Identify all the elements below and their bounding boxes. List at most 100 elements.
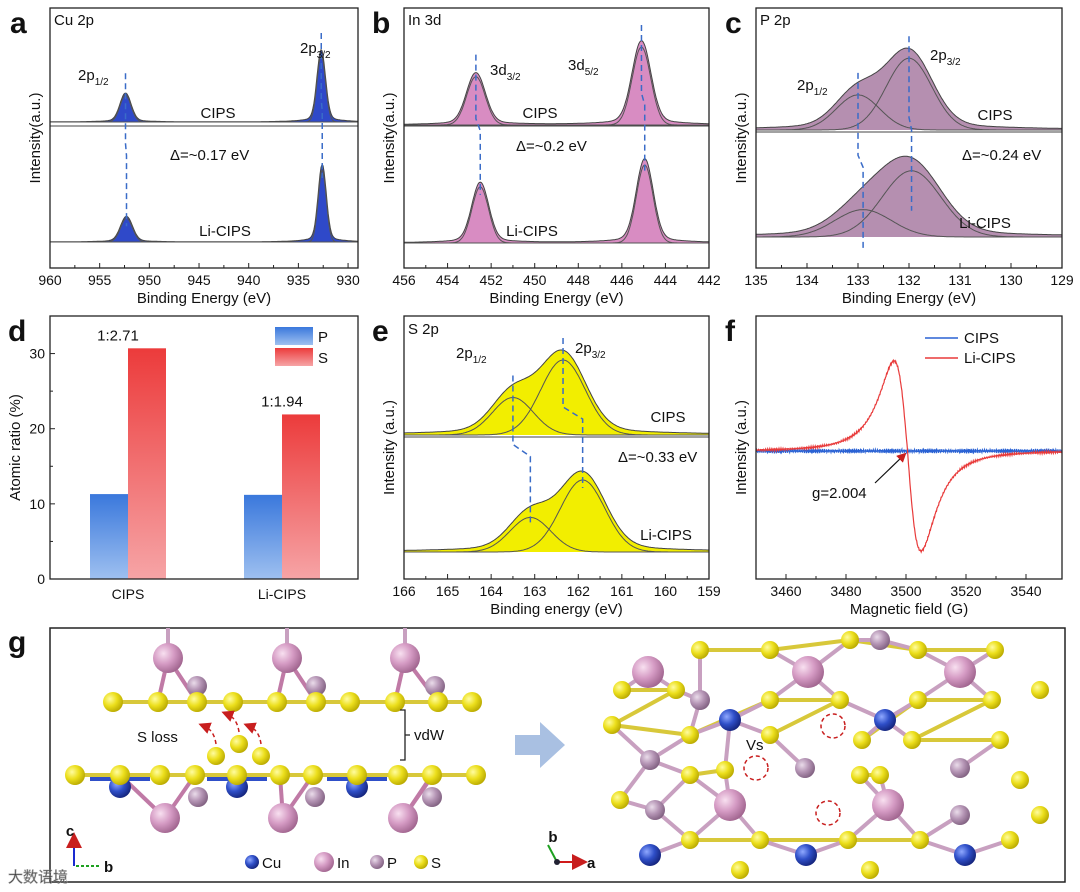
atom-S — [187, 692, 207, 712]
plot-bg-a — [50, 8, 358, 268]
panel-title-e: S 2p — [408, 321, 439, 338]
x-tick-label-e: 163 — [523, 583, 547, 599]
x-axis-label-c: Binding Energy (eV) — [842, 290, 976, 307]
atom-S — [839, 831, 857, 849]
legend-label-Li-CIPS: Li-CIPS — [964, 350, 1016, 367]
legend-label-S: S — [431, 855, 441, 872]
atom-P — [188, 787, 208, 807]
spectrum-envelope-Li-CIPS — [404, 158, 709, 243]
atom-S — [1001, 831, 1019, 849]
x-tick-label-c: 134 — [795, 272, 819, 288]
atom-In — [944, 656, 976, 688]
atom-S — [613, 681, 631, 699]
x-tick-label-b: 450 — [523, 272, 547, 288]
panel-g-structure: S loss vdW c b Cu In P S 大数语境 Vs b a — [8, 627, 1066, 886]
atom-S — [667, 681, 685, 699]
x-tick-label-c: 129 — [1050, 272, 1074, 288]
atom-P — [370, 855, 384, 869]
peak-shift-dashed-line — [475, 54, 481, 195]
bond — [611, 723, 691, 737]
legend-label-P: P — [387, 855, 397, 872]
spectrum-fill-Li-CIPS — [756, 156, 1062, 237]
peak-label-b-0-sub: 3/2 — [507, 72, 521, 83]
atom-S — [831, 691, 849, 709]
peak-label-e-0-main: 2p — [456, 345, 473, 362]
x-category-label: CIPS — [112, 586, 145, 602]
x-tick-label-b: 448 — [567, 272, 591, 288]
atom-Cu — [245, 855, 259, 869]
x-tick-label-f: 3480 — [830, 583, 861, 599]
x-tick-label-e: 162 — [567, 583, 591, 599]
atom-S — [306, 692, 326, 712]
y-axis-label-d: Atomic ratio (%) — [7, 394, 24, 501]
x-tick-label-e: 160 — [654, 583, 678, 599]
plot-frame-d — [49, 315, 359, 580]
atom-In — [388, 803, 418, 833]
spectrum-envelope-Li-CIPS — [756, 155, 1063, 236]
atom-S — [65, 765, 85, 785]
atom-S — [267, 692, 287, 712]
y-axis-label-c: Intensity(a.u.) — [733, 93, 750, 184]
component-peak-CIPS-1 — [404, 46, 709, 126]
legend-swatch-S — [275, 348, 313, 366]
atom-In — [872, 789, 904, 821]
atom-In — [632, 656, 664, 688]
atom-S — [611, 791, 629, 809]
x-tick-label-a: 930 — [336, 272, 360, 288]
sample-label-Li-CIPS: Li-CIPS — [506, 223, 558, 240]
atom-P — [950, 758, 970, 778]
atom-S — [388, 765, 408, 785]
atom-S — [751, 831, 769, 849]
atom-S — [207, 747, 225, 765]
atom-P — [422, 787, 442, 807]
shift-annotation-e: Δ=~0.33 eV — [618, 449, 697, 466]
atom-P — [950, 805, 970, 825]
bond — [769, 698, 841, 737]
legend-label-In: In — [337, 855, 350, 872]
atom-Cu — [795, 844, 817, 866]
plot-frame-a — [49, 7, 359, 269]
atom-S — [681, 831, 699, 849]
atom-S — [466, 765, 486, 785]
atom-S — [991, 731, 1009, 749]
peak-label-c-0-sub: 1/2 — [814, 87, 828, 98]
x-tick-label-c: 135 — [744, 272, 768, 288]
sulfur-vacancy-marker — [743, 755, 769, 781]
y-axis-label-a: Intensity(a.u.) — [27, 93, 44, 184]
atom-S — [761, 726, 779, 744]
epr-trace-Li-CIPS — [755, 358, 1063, 554]
x-tick-label-f: 3520 — [950, 583, 981, 599]
y-tick-label-d: 20 — [29, 421, 45, 437]
atom-S — [422, 765, 442, 785]
peak-label-e-0: 2p1/2 — [456, 345, 487, 366]
component-peak-Li-CIPS-1 — [50, 169, 358, 243]
x-tick-label-e: 166 — [392, 583, 416, 599]
s-loss-arrow — [221, 710, 240, 733]
x-tick-label-b: 446 — [610, 272, 634, 288]
atom-S — [462, 692, 482, 712]
peak-label-b-0: 3d3/2 — [490, 62, 521, 83]
axis-b-label: b — [104, 859, 113, 876]
panel-d: 1:2.71 CIPS 1:1.94 Li-CIPS 0 10 20 30 Atomic rat… — [7, 315, 359, 602]
component-peak-Li-CIPS-1 — [756, 170, 1062, 238]
atom-S — [861, 861, 879, 879]
axis-c-label: c — [66, 823, 74, 840]
spectrum-fill-CIPS — [404, 40, 709, 126]
atom-P — [795, 758, 815, 778]
peak-label-e-1: 2p3/2 — [575, 340, 606, 361]
s-loss-arrow — [243, 722, 262, 745]
atom-S — [103, 692, 123, 712]
sulfur-vacancy-marker — [820, 713, 846, 739]
y-tick-label-d: 0 — [37, 571, 45, 587]
peak-shift-dashed-line — [562, 338, 584, 488]
atom-In — [150, 803, 180, 833]
peak-shift-dashed-line — [124, 73, 128, 227]
sample-label-CIPS: CIPS — [650, 409, 685, 426]
peak-shift-dashed-line — [908, 36, 913, 211]
shift-annotation-a: Δ=~0.17 eV — [170, 147, 249, 164]
legend-label-CIPS: CIPS — [964, 330, 999, 347]
vacancy-label: Vs — [746, 737, 764, 754]
atom-S — [691, 641, 709, 659]
x-tick-label-c: 133 — [846, 272, 870, 288]
